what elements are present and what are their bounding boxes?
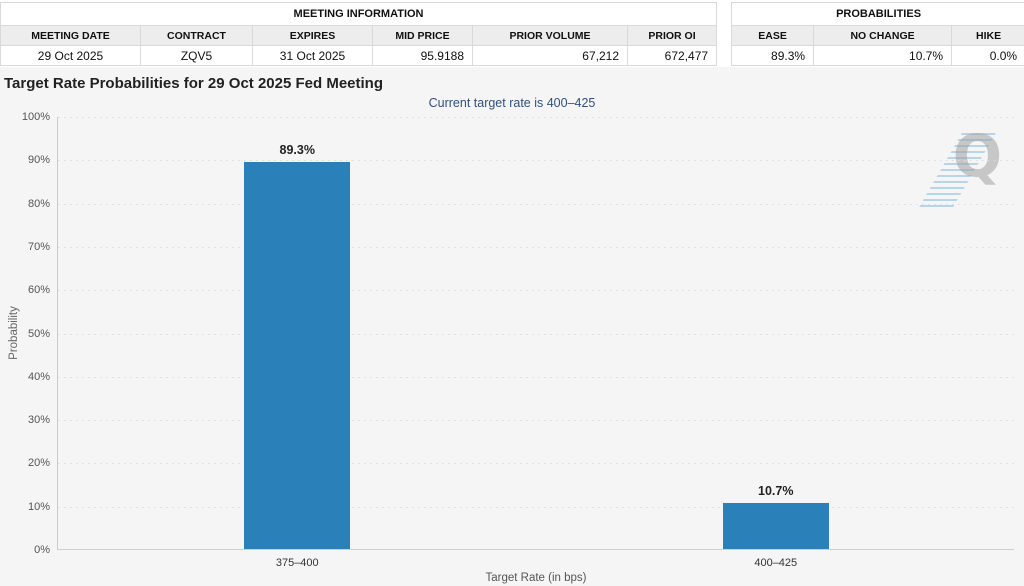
gridline [58,333,1014,335]
probabilities-title: PROBABILITIES [731,2,1024,26]
prior-volume-value: 67,212 [472,45,628,66]
col-header-contract: CONTRACT [140,25,253,46]
gridline [58,203,1014,205]
x-axis-title: Target Rate (in bps) [485,572,587,584]
bar-375–400[interactable] [244,162,351,549]
chart-title: Target Rate Probabilities for 29 Oct 202… [4,75,383,92]
chart-subtitle: Current target rate is 400–425 [428,96,596,110]
plot-area: Q Target Rate (in bps) 0% 10% 20% 30% 40% 50%… [22,111,1014,584]
bar-value-label: 89.3% [279,143,315,158]
y-tick-label: 100% [21,111,50,123]
meeting-date-value: 29 Oct 2025 [0,45,141,66]
bar-400–425[interactable] [722,502,829,549]
col-header-hike: HIKE [951,25,1024,46]
gridline [58,420,1014,422]
gridline [58,463,1014,465]
meeting-information-title: MEETING INFORMATION [0,2,718,26]
x-tick-label: 400–425 [754,557,798,569]
y-tick-label: 10% [27,500,50,513]
gridline [58,506,1014,508]
quikstrike-watermark: Q [918,122,1004,215]
hike-value: 0.0% [951,45,1024,66]
expires-value: 31 Oct 2025 [252,45,373,66]
y-tick-label: 40% [27,370,50,383]
chart-menu-hamburger-icon[interactable] [995,76,1012,91]
y-tick-label: 30% [27,414,50,427]
probabilities-table: PROBABILITIES EASE NO CHANGE HIKE 89.3% … [731,2,1024,66]
x-tick-label: 375–400 [275,557,319,569]
summary-tables: MEETING INFORMATION MEETING DATE CONTRAC… [0,0,1024,66]
gridline [58,376,1014,378]
y-tick-label: 20% [27,457,50,470]
col-header-ease: EASE [731,25,815,46]
col-header-no-change: NO CHANGE [813,25,953,46]
gridline [58,246,1014,248]
ease-value: 89.3% [731,45,815,66]
y-tick-label: 50% [27,327,50,340]
col-header-expires: EXPIRES [252,25,373,46]
gridline [58,290,1014,292]
prior-oi-value: 672,477 [626,45,718,66]
watermark-q-icon: Q [952,122,1002,190]
no-change-value: 10.7% [813,45,953,66]
y-tick-label: 0% [34,544,50,556]
col-header-meeting-date: MEETING DATE [0,25,141,46]
col-header-mid-price: MID PRICE [372,25,473,46]
gridline [58,160,1014,162]
col-header-prior-volume: PRIOR VOLUME [472,25,628,46]
y-axis-title: Probability [8,306,20,360]
col-header-prior-oi: PRIOR OI [626,25,718,46]
watermark-stripes-icon [918,133,996,209]
mid-price-value: 95.9188 [372,45,473,66]
probability-chart: Target Rate Probabilities for 29 Oct 202… [0,67,1024,586]
bar-value-label: 10.7% [758,483,794,498]
contract-value: ZQV5 [140,45,253,66]
y-tick-label: 70% [27,240,50,253]
gridline [58,117,1014,118]
y-tick-label: 80% [27,197,50,210]
meeting-information-table: MEETING INFORMATION MEETING DATE CONTRAC… [0,2,718,66]
y-tick-label: 60% [27,284,50,297]
y-tick-label: 90% [27,154,50,167]
